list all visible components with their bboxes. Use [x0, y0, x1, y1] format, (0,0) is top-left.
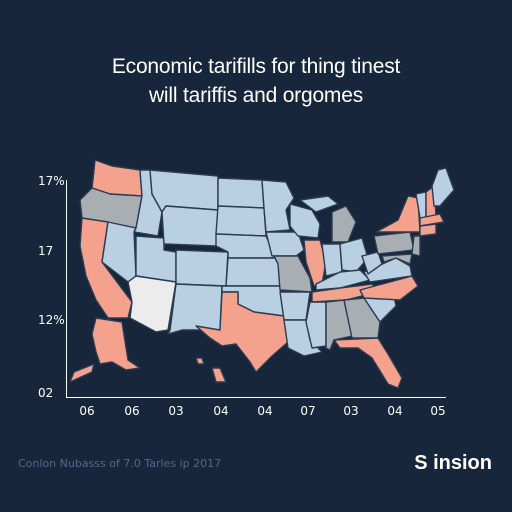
x-tick-label: 03	[343, 404, 359, 418]
state-arkansas	[279, 291, 311, 321]
x-tick-label: 06	[79, 404, 95, 418]
state-ohio	[339, 237, 369, 273]
state-north-carolina	[359, 275, 419, 301]
state-wyoming	[161, 205, 219, 247]
y-tick-label: 17	[38, 244, 54, 258]
title-line-1: Economic tarifills for thing tinest	[111, 55, 401, 78]
y-axis-line	[66, 180, 67, 398]
state-massachusetts	[419, 213, 445, 227]
title-line-2: will tariffis and orgomes	[148, 84, 364, 107]
state-north-dakota	[217, 177, 265, 209]
state-new-jersey	[411, 235, 421, 257]
x-tick-label: 04	[213, 404, 229, 418]
state-michigan	[331, 205, 357, 243]
x-tick-label: 04	[387, 404, 403, 418]
y-tick-label: 17%	[38, 174, 65, 188]
state-kansas	[225, 257, 281, 287]
state-iowa	[265, 231, 305, 257]
brand-logo-text: S insion	[414, 452, 492, 474]
state-pennsylvania	[373, 231, 415, 255]
state-indiana	[321, 243, 343, 277]
state-georgia	[343, 297, 381, 339]
x-tick-label: 07	[300, 404, 316, 418]
state-connecticut	[419, 223, 437, 237]
state-west-virginia	[361, 251, 383, 275]
state-texas	[195, 291, 289, 373]
state-south-dakota	[215, 205, 267, 237]
map-title: Economic tarifills for thing tinest will…	[0, 52, 512, 110]
state-hawaii	[211, 367, 227, 383]
x-axis-line	[66, 397, 446, 398]
state-florida	[333, 337, 403, 389]
state-arizona	[127, 275, 177, 333]
state-alaska	[91, 317, 141, 371]
x-tick-label: 03	[168, 404, 184, 418]
state-maryland	[381, 253, 413, 265]
state-wisconsin	[289, 203, 321, 239]
state-maine	[431, 167, 455, 207]
x-tick-label: 04	[257, 404, 273, 418]
footer-note: Conlon Nubasss of 7.0 Tarles ip 2017	[18, 457, 222, 470]
state-mississippi	[305, 301, 327, 349]
x-tick-label: 06	[124, 404, 140, 418]
state-colorado	[175, 249, 229, 287]
hawaii-islands	[195, 357, 205, 365]
y-tick-label: 02	[38, 386, 54, 400]
y-tick-label: 12%	[38, 313, 65, 327]
state-michigan-upper	[299, 195, 339, 213]
state-new-mexico	[167, 283, 223, 335]
state-montana	[149, 169, 219, 213]
alaska-islands	[69, 363, 95, 383]
state-minnesota	[261, 179, 295, 233]
state-new-york	[375, 195, 421, 233]
x-tick-label: 05	[430, 404, 446, 418]
